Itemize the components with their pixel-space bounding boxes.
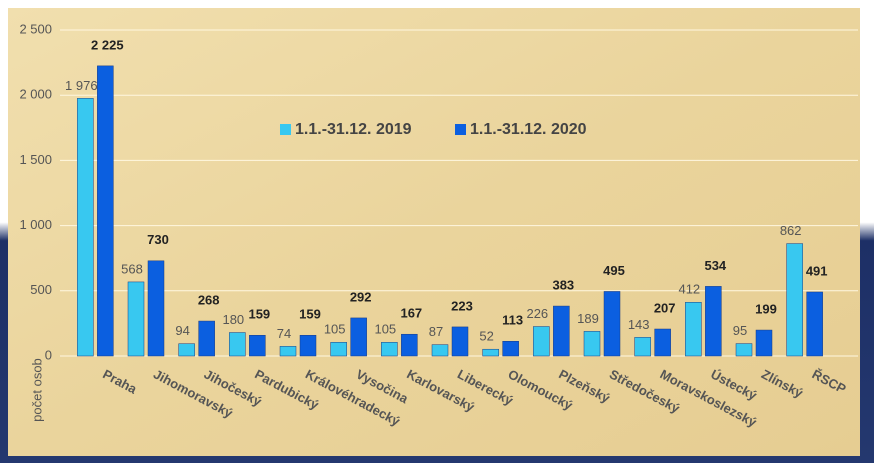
value-label: 74 [277, 326, 291, 341]
value-label: 268 [198, 292, 220, 307]
bar [77, 98, 94, 357]
value-label: 412 [678, 282, 700, 297]
bar [279, 346, 297, 357]
value-label: 534 [704, 258, 726, 273]
value-label: 223 [451, 298, 473, 313]
bar [350, 317, 367, 357]
legend-swatch [455, 124, 466, 135]
y-tick-label: 1 500 [19, 152, 52, 167]
bar [147, 260, 165, 357]
y-tick-label: 2 000 [19, 87, 52, 102]
y-tick-label: 2 500 [19, 21, 52, 36]
value-label: 383 [552, 277, 574, 292]
value-label: 862 [780, 223, 802, 238]
value-label: 189 [577, 311, 599, 326]
bar [654, 328, 671, 357]
value-label: 1 976 [65, 78, 98, 93]
value-label: 292 [350, 289, 372, 304]
legend-label: 1.1.-31.12. 2020 [470, 121, 587, 138]
bar [806, 291, 823, 357]
value-label: 730 [147, 232, 169, 247]
bar [178, 343, 195, 357]
bar [533, 326, 550, 357]
bar [330, 342, 347, 357]
bar [381, 342, 398, 357]
value-label: 207 [654, 300, 676, 315]
value-label: 105 [374, 322, 396, 337]
bar [755, 329, 773, 357]
legend-swatch [280, 124, 291, 135]
bar [451, 326, 469, 357]
value-label: 180 [222, 312, 244, 327]
bar [735, 343, 753, 357]
value-label: 143 [628, 317, 650, 332]
bar [401, 333, 418, 357]
bar [786, 243, 803, 357]
bar [431, 344, 449, 357]
chart-background [8, 8, 860, 456]
y-tick-label: 0 [45, 347, 52, 362]
bar [299, 335, 317, 357]
value-label: 87 [429, 324, 443, 339]
y-axis-label: počet osob [29, 358, 44, 422]
bar [705, 286, 722, 357]
value-label: 159 [299, 307, 321, 322]
bar [97, 65, 114, 357]
value-label: 105 [324, 322, 346, 337]
bar [553, 305, 570, 357]
bar [685, 302, 702, 357]
value-label: 113 [502, 313, 523, 328]
bar [198, 320, 215, 357]
bar [603, 291, 621, 357]
value-label: 568 [121, 261, 143, 276]
y-tick-label: 500 [30, 282, 52, 297]
value-label: 52 [479, 329, 493, 344]
legend-label: 1.1.-31.12. 2019 [295, 121, 412, 138]
value-label: 226 [526, 306, 548, 321]
value-label: 491 [806, 263, 828, 278]
value-label: 199 [755, 301, 777, 316]
bar [634, 337, 651, 357]
value-label: 167 [400, 306, 422, 321]
bar [249, 335, 266, 357]
value-label: 2 225 [91, 37, 124, 52]
value-label: 495 [603, 263, 625, 278]
value-label: 94 [175, 323, 189, 338]
bar [502, 341, 519, 357]
bar [127, 281, 145, 357]
value-label: 159 [248, 307, 270, 322]
y-tick-label: 1 000 [19, 217, 52, 232]
bar [583, 331, 601, 357]
bar [482, 348, 499, 357]
value-label: 95 [733, 323, 747, 338]
bar [229, 332, 246, 357]
